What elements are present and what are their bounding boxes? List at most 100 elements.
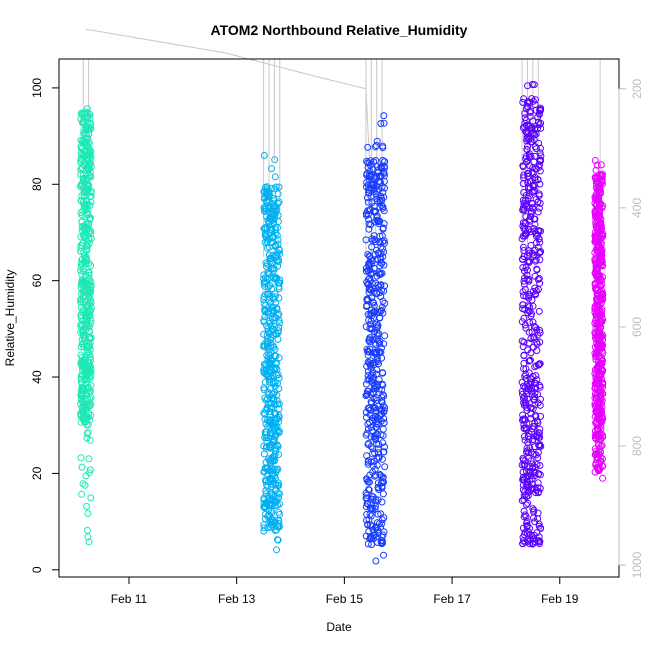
- data-point: [81, 334, 89, 342]
- data-point: [264, 310, 272, 318]
- data-point: [85, 271, 93, 279]
- data-point: [530, 81, 538, 89]
- data-point: [275, 285, 283, 293]
- data-point: [85, 313, 93, 321]
- data-point: [534, 509, 542, 517]
- data-point: [272, 314, 280, 322]
- data-point: [83, 404, 91, 412]
- data-point: [598, 315, 606, 322]
- data-point: [534, 113, 542, 121]
- data-point: [275, 385, 283, 393]
- data-point: [362, 210, 370, 218]
- data-point: [372, 404, 379, 412]
- data-point: [598, 261, 605, 269]
- data-point: [364, 404, 372, 412]
- data-point: [275, 319, 283, 327]
- data-point: [526, 217, 534, 225]
- data-point: [524, 122, 532, 130]
- data-point: [530, 484, 538, 492]
- data-point: [519, 163, 527, 171]
- data-point: [524, 98, 532, 106]
- data-point: [264, 236, 272, 244]
- data-point: [526, 154, 534, 161]
- data-point: [536, 279, 544, 287]
- data-point: [378, 259, 386, 267]
- data-point: [380, 419, 388, 427]
- data-point: [599, 332, 607, 340]
- data-point: [535, 121, 543, 129]
- data-point: [275, 405, 283, 413]
- data-point: [368, 284, 376, 292]
- data-point: [522, 371, 530, 378]
- data-point: [592, 447, 600, 455]
- data-point: [522, 512, 530, 520]
- data-point: [522, 191, 530, 199]
- data-point: [366, 320, 374, 328]
- data-point: [595, 362, 603, 370]
- data-point: [520, 338, 528, 346]
- data-point: [87, 262, 94, 270]
- series-1: [260, 152, 284, 554]
- data-point: [80, 356, 88, 364]
- data-point: [372, 557, 380, 565]
- data-point: [368, 260, 376, 268]
- data-point: [364, 310, 372, 318]
- data-point: [591, 390, 599, 398]
- data-point: [83, 256, 91, 264]
- data-point: [599, 432, 607, 439]
- data-point: [264, 325, 272, 333]
- data-point: [530, 181, 538, 189]
- data-point: [77, 241, 85, 249]
- data-point: [530, 514, 537, 522]
- data-point: [380, 340, 388, 348]
- data-point: [85, 349, 93, 357]
- data-point: [531, 379, 538, 387]
- data-point: [527, 349, 535, 357]
- data-point: [529, 302, 537, 310]
- data-point: [266, 490, 274, 498]
- data-point: [368, 243, 376, 251]
- data-point: [79, 408, 87, 416]
- data-point: [376, 239, 384, 247]
- data-point: [83, 201, 91, 209]
- data-point: [520, 314, 528, 322]
- data-point: [80, 268, 88, 275]
- x-tick-label: Feb 17: [433, 592, 471, 606]
- data-point: [536, 329, 544, 337]
- data-point: [524, 169, 532, 177]
- data-point: [531, 284, 539, 292]
- data-point: [531, 393, 539, 401]
- data-point: [83, 414, 90, 422]
- data-point: [532, 229, 540, 237]
- data-point: [534, 176, 542, 184]
- data-point: [598, 281, 606, 289]
- data-point: [523, 137, 531, 145]
- data-point: [367, 357, 375, 365]
- data-point: [380, 448, 387, 456]
- data-point: [532, 464, 539, 471]
- data-point: [531, 518, 539, 526]
- data-point: [77, 267, 85, 275]
- data-point: [535, 307, 543, 315]
- data-point: [526, 357, 534, 365]
- data-point: [521, 511, 529, 519]
- data-point: [81, 418, 89, 426]
- data-point: [274, 190, 282, 198]
- data-point: [520, 277, 528, 285]
- data-point: [367, 172, 375, 180]
- data-point: [537, 412, 545, 420]
- data-point: [525, 339, 533, 347]
- data-point: [365, 359, 373, 367]
- data-point: [271, 499, 279, 507]
- data-point: [375, 178, 383, 185]
- data-point: [534, 489, 542, 497]
- plot-area: [77, 28, 607, 565]
- data-point: [84, 510, 92, 517]
- data-point: [532, 432, 540, 440]
- data-point: [591, 193, 599, 201]
- data-point: [364, 540, 372, 548]
- data-point: [273, 304, 281, 312]
- data-point: [263, 404, 271, 411]
- x-axis-label: Date: [326, 620, 352, 634]
- data-point: [261, 428, 269, 436]
